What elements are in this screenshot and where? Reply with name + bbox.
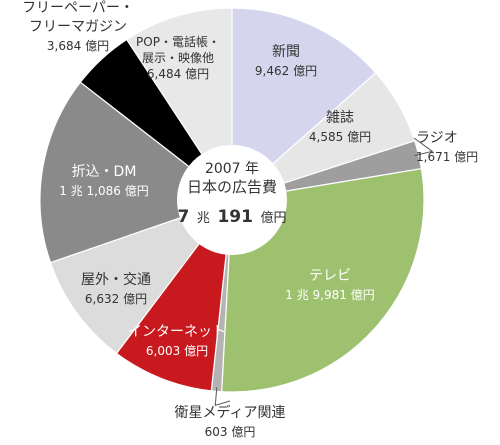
pie-slice bbox=[231, 7, 377, 202]
center-total-label: 2007 年 日本の広告費 7 兆 191 億円 bbox=[177, 161, 286, 227]
total-trillions: 7 bbox=[177, 207, 189, 227]
slice-label: 屋外・交通 6,632 億円 bbox=[81, 271, 151, 306]
slice-name: テレビ bbox=[309, 268, 351, 284]
chart-title-line-2: 日本の広告費 bbox=[187, 178, 277, 196]
slice-name: 折込・DM bbox=[72, 164, 137, 180]
total-unit-okuen: 億円 bbox=[261, 210, 287, 226]
slice-value: 3,684 億円 bbox=[47, 39, 109, 53]
pie-slice bbox=[115, 197, 233, 392]
leader-line bbox=[413, 137, 434, 157]
slice-name: 新聞 bbox=[272, 44, 300, 60]
slice-value: 4,585 億円 bbox=[309, 130, 371, 144]
leader-line bbox=[214, 387, 231, 406]
slice-value: 6,484 億円 bbox=[147, 67, 209, 81]
slice-value: 6,632 億円 bbox=[85, 292, 147, 306]
slice-name: 衛星メディア関連 bbox=[174, 404, 285, 421]
center-hole bbox=[177, 145, 287, 255]
leader-lines bbox=[214, 137, 434, 406]
total-unit-cho: 兆 bbox=[197, 211, 210, 226]
chart-total: 7 兆 191 億円 bbox=[177, 207, 286, 227]
pie-slice bbox=[49, 198, 234, 355]
slice-name: POP・電話帳・ bbox=[136, 34, 220, 49]
slice-label: インターネット 6,003 億円 bbox=[128, 324, 226, 358]
slice-label: 折込・DM 1 兆 1,086 億円 bbox=[59, 164, 148, 198]
slice-label: 雑誌 4,585 億円 bbox=[309, 110, 371, 144]
slice-value: 6,003 億円 bbox=[146, 344, 208, 358]
slice-value: 9,462 億円 bbox=[255, 64, 317, 78]
slice-label: 衛星メディア関連 603 億円 bbox=[174, 404, 285, 439]
slice-label: テレビ 1 兆 9,981 億円 bbox=[285, 268, 374, 302]
pie-slice bbox=[39, 81, 234, 264]
slice-value: 603 億円 bbox=[205, 425, 256, 439]
slice-name: フリーペーパー・ bbox=[22, 0, 134, 16]
slice-name: ラジオ bbox=[416, 130, 458, 146]
slice-label: フリーペーパー・フリーマガジン 3,684 億円 bbox=[22, 0, 134, 53]
slice-name: 展示・映像他 bbox=[142, 51, 214, 65]
slice-value: 1 兆 9,981 億円 bbox=[285, 288, 374, 302]
slice-label: 新聞 9,462 億円 bbox=[255, 44, 317, 78]
slice-value: 1 兆 1,086 億円 bbox=[59, 184, 148, 198]
slice-value: 1,671 億円 bbox=[416, 150, 478, 164]
slice-name: 屋外・交通 bbox=[81, 271, 151, 288]
total-oku: 191 bbox=[217, 207, 253, 227]
slice-name: インターネット bbox=[128, 324, 226, 340]
slice-name: フリーマガジン bbox=[29, 19, 127, 35]
chart-title-line-1: 2007 年 bbox=[205, 161, 259, 177]
slice-name: 雑誌 bbox=[326, 110, 354, 126]
slice-label: ラジオ 1,671 億円 bbox=[416, 130, 478, 164]
slice-label: POP・電話帳・展示・映像他 6,484 億円 bbox=[136, 34, 220, 81]
